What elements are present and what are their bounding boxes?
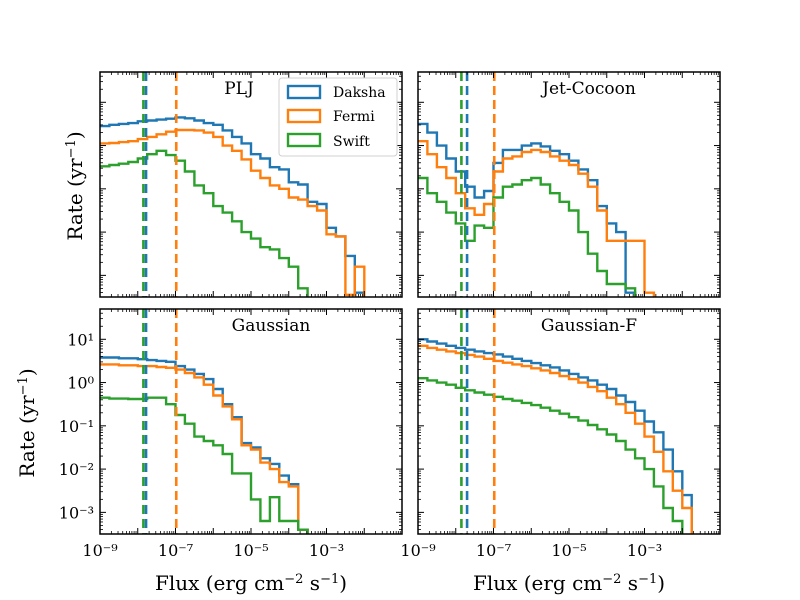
- x-tick-label: 10⁻⁵: [551, 541, 586, 560]
- panel-title: Gaussian-F: [541, 316, 637, 336]
- legend-swatch-fermi: [286, 108, 322, 124]
- legend-label-fermi: Fermi: [333, 109, 375, 125]
- legend-label-swift: Swift: [333, 134, 370, 150]
- series-swift-plj: [100, 149, 309, 297]
- legend-item-daksha: Daksha: [286, 84, 386, 101]
- panel-title: Jet-Cocoon: [540, 79, 636, 99]
- legend-label-daksha: Daksha: [333, 85, 386, 101]
- series-fermi-jet-cocoon: [418, 140, 656, 297]
- panel-plj: PLJ: [99, 71, 403, 298]
- y-tick-label: 10⁻¹: [59, 417, 94, 436]
- legend: Daksha Fermi Swift: [278, 77, 398, 157]
- panel-title: PLJ: [224, 79, 254, 99]
- x-axis-label-right: Flux (erg cm−2 s−1): [473, 571, 665, 595]
- y-tick-label: 10⁻²: [59, 460, 94, 479]
- y-axis-label-bottom: Rate (yr−1): [15, 368, 39, 477]
- x-axis-label-left: Flux (erg cm−2 s−1): [155, 571, 347, 595]
- legend-swatch-swift: [286, 132, 322, 148]
- series-daksha-gaussian-f: [418, 338, 693, 534]
- y-tick-label: 10⁻³: [59, 503, 94, 522]
- panel-title: Gaussian: [232, 316, 311, 336]
- series-swift-jet-cocoon: [418, 176, 637, 297]
- series-daksha-jet-cocoon: [418, 122, 637, 297]
- x-tick-label: 10⁻⁵: [233, 541, 268, 560]
- x-tick-label: 10⁻⁷: [476, 541, 511, 560]
- panel-gaussian: 10⁻⁹ 10⁻⁷ 10⁻⁵ 10⁻³ 10¹ 10⁰ 10⁻¹ 10⁻² 10⁻³ Gaussi…: [59, 308, 403, 560]
- y-tick-label: 10⁰: [67, 374, 94, 393]
- series-fermi-gaussian-f: [418, 344, 693, 534]
- panel-jet-cocoon: Jet-Cocoon: [417, 71, 721, 298]
- panel-gaussian-f: 10⁻⁹ 10⁻⁷ 10⁻⁵ 10⁻³ Gaussian-F: [400, 308, 721, 560]
- x-tick-label: 10⁻³: [627, 541, 662, 560]
- y-tick-label: 10¹: [67, 330, 94, 349]
- legend-item-fermi: Fermi: [286, 108, 375, 125]
- y-axis-label-top: Rate (yr−1): [63, 131, 87, 240]
- x-tick-label: 10⁻⁹: [400, 541, 436, 560]
- x-tick-label: 10⁻³: [309, 541, 344, 560]
- legend-swatch-daksha: [286, 84, 322, 100]
- series-swift-gaussian-f: [418, 377, 684, 534]
- x-tick-label: 10⁻⁹: [82, 541, 118, 560]
- legend-item-swift: Swift: [286, 132, 370, 150]
- x-tick-label: 10⁻⁷: [158, 541, 193, 560]
- series-fermi-plj: [100, 128, 366, 297]
